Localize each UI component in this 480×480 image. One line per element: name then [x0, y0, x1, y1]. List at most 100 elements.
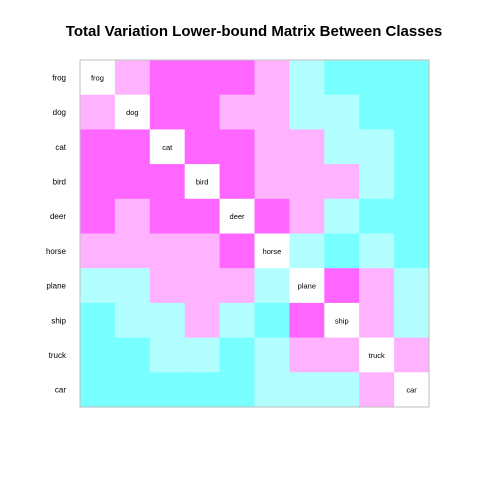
heatmap-cell-horse-car: [394, 234, 430, 269]
heatmap-cell-deer-dog: [115, 199, 150, 234]
heatmap-cell-truck-frog: [80, 338, 116, 373]
row-label-horse: horse: [46, 247, 67, 256]
heatmap-cell-dog-truck: [359, 95, 395, 130]
heatmap-cell-frog-dog: [115, 60, 150, 95]
heatmap-cell-dog-ship: [324, 95, 360, 130]
heatmap-cell-plane-car: [394, 268, 430, 303]
heatmap-cell-frog-truck: [359, 60, 395, 95]
heatmap-cell-bird-dog: [115, 164, 150, 199]
heatmap-cell-plane-bird: [185, 268, 221, 303]
heatmap-cell-horse-cat: [150, 234, 186, 269]
heatmap-cell-car-truck: [359, 372, 395, 407]
heatmap-cell-frog-horse: [255, 60, 291, 95]
heatmap-cell-dog-frog: [80, 95, 116, 130]
heatmap-cell-deer-frog: [80, 199, 116, 234]
heatmap-cell-deer-car: [394, 199, 430, 234]
heatmap-cell-ship-truck: [359, 303, 395, 338]
heatmap-cell-dog-cat: [150, 95, 186, 130]
heatmap-cell-frog-deer: [220, 60, 256, 95]
diagonal-label-frog: frog: [91, 73, 104, 82]
heatmap-cell-ship-horse: [255, 303, 291, 338]
heatmap-cell-bird-frog: [80, 164, 116, 199]
diagonal-label-plane: plane: [298, 282, 316, 291]
heatmap-cell-bird-horse: [255, 164, 291, 199]
heatmap-cell-ship-plane: [289, 303, 325, 338]
diagonal-label-deer: deer: [230, 212, 246, 221]
heatmap-cell-car-ship: [324, 372, 360, 407]
heatmap-cell-bird-ship: [324, 164, 360, 199]
heatmap-cell-frog-cat: [150, 60, 186, 95]
row-label-dog: dog: [53, 108, 66, 117]
row-label-ship: ship: [51, 316, 66, 325]
diagonal-label-truck: truck: [369, 351, 386, 360]
heatmap-cell-dog-bird: [185, 95, 221, 130]
heatmap-cell-bird-plane: [289, 164, 325, 199]
heatmap-cell-car-frog: [80, 372, 116, 407]
heatmap-cell-frog-plane: [289, 60, 325, 95]
heatmap-cell-dog-horse: [255, 95, 291, 130]
heatmap-cell-ship-frog: [80, 303, 116, 338]
heatmap-cell-horse-ship: [324, 234, 360, 269]
heatmap-cell-horse-truck: [359, 234, 395, 269]
heatmap-cell-truck-cat: [150, 338, 186, 373]
row-label-truck: truck: [49, 351, 67, 360]
heatmap-cell-ship-car: [394, 303, 430, 338]
diagonal-label-ship: ship: [335, 316, 349, 325]
heatmap-cell-deer-cat: [150, 199, 186, 234]
row-label-cat: cat: [55, 143, 66, 152]
heatmap-cell-dog-plane: [289, 95, 325, 130]
row-label-deer: deer: [50, 212, 66, 221]
heatmap-cell-ship-cat: [150, 303, 186, 338]
heatmap-cell-car-dog: [115, 372, 150, 407]
heatmap-cell-car-horse: [255, 372, 291, 407]
heatmap-cell-horse-deer: [220, 234, 256, 269]
heatmap-cell-horse-bird: [185, 234, 221, 269]
heatmap-cell-deer-horse: [255, 199, 291, 234]
diagonal-label-dog: dog: [126, 108, 139, 117]
heatmap-cell-ship-bird: [185, 303, 221, 338]
heatmap-cell-bird-deer: [220, 164, 256, 199]
heatmap-cell-cat-frog: [80, 129, 116, 164]
heatmap-cell-car-cat: [150, 372, 186, 407]
heatmap-cell-frog-bird: [185, 60, 221, 95]
heatmap-cell-plane-truck: [359, 268, 395, 303]
heatmap-cell-ship-dog: [115, 303, 150, 338]
heatmap-cell-ship-deer: [220, 303, 256, 338]
diagonal-label-bird: bird: [196, 177, 209, 186]
row-label-bird: bird: [53, 177, 66, 186]
chart-title: Total Variation Lower-bound Matrix Betwe…: [66, 23, 442, 40]
heatmap-cell-deer-bird: [185, 199, 221, 234]
heatmap-cell-plane-horse: [255, 268, 291, 303]
heatmap-cell-truck-plane: [289, 338, 325, 373]
heatmap-cell-dog-deer: [220, 95, 256, 130]
heatmap-cell-plane-dog: [115, 268, 150, 303]
heatmap-cell-truck-horse: [255, 338, 291, 373]
heatmap-cell-truck-car: [394, 338, 430, 373]
heatmap-cell-cat-plane: [289, 129, 325, 164]
heatmap-cell-frog-ship: [324, 60, 360, 95]
heatmap-cell-cat-truck: [359, 129, 395, 164]
heatmap-cell-horse-frog: [80, 234, 116, 269]
row-label-plane: plane: [46, 282, 66, 291]
heatmap-cell-plane-ship: [324, 268, 360, 303]
heatmap-cell-cat-bird: [185, 129, 221, 164]
heatmap-cell-cat-ship: [324, 129, 360, 164]
heatmap-cell-car-bird: [185, 372, 221, 407]
heatmap-cell-cat-car: [394, 129, 430, 164]
heatmap-cell-truck-deer: [220, 338, 256, 373]
heatmap-cell-deer-truck: [359, 199, 395, 234]
row-labels: frog dog cat bird deer horse plane ship truck car: [46, 73, 67, 394]
heatmap-cell-bird-car: [394, 164, 430, 199]
heatmap-cell-bird-cat: [150, 164, 186, 199]
heatmap-cell-deer-plane: [289, 199, 325, 234]
heatmap-cell-horse-dog: [115, 234, 150, 269]
heatmap-cell-frog-car: [394, 60, 430, 95]
heatmap-cell-cat-deer: [220, 129, 256, 164]
diagonal-label-horse: horse: [263, 247, 282, 256]
heatmap-cell-car-plane: [289, 372, 325, 407]
heatmap-cell-dog-car: [394, 95, 430, 130]
row-label-frog: frog: [52, 73, 66, 82]
heatmap-cell-plane-cat: [150, 268, 186, 303]
heatmap-cell-plane-deer: [220, 268, 256, 303]
